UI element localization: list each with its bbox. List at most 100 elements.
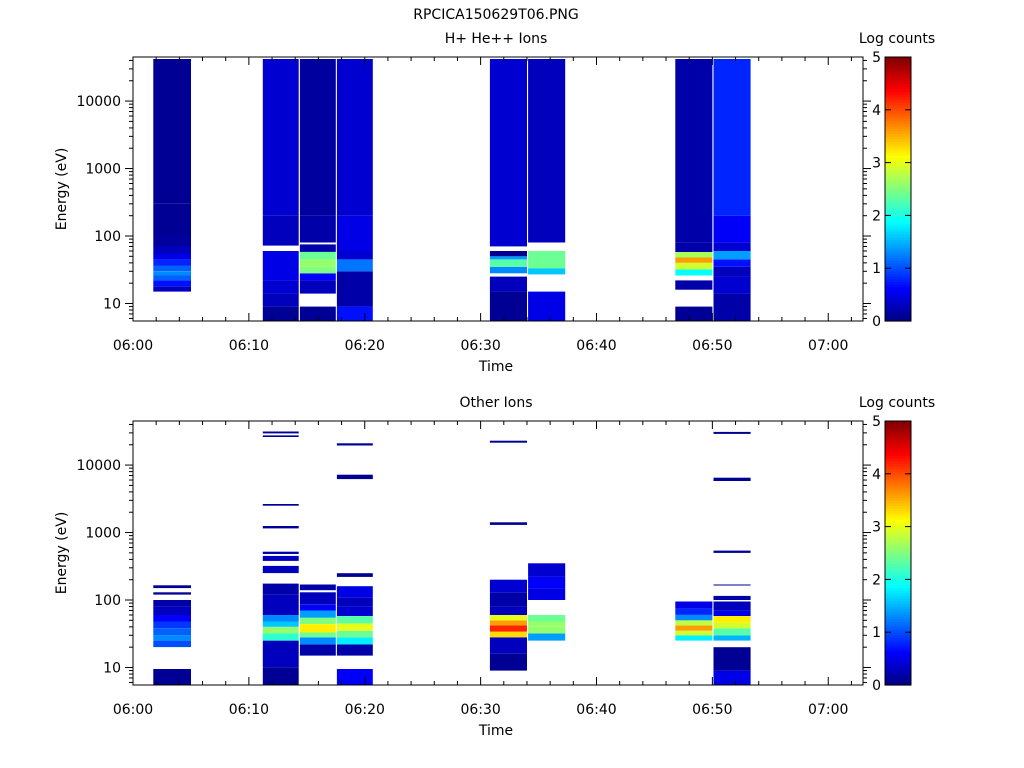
colorbar-segment bbox=[885, 307, 911, 312]
colorbar-segment bbox=[885, 72, 911, 77]
heatmap-cell bbox=[489, 259, 527, 267]
heatmap-column bbox=[528, 563, 566, 641]
colorbar-tick-label: 2 bbox=[872, 208, 881, 224]
colorbar-segment bbox=[885, 189, 911, 193]
heatmap-cell bbox=[299, 617, 336, 624]
heatmap-cell bbox=[336, 630, 373, 638]
x-tick-label: 07:00 bbox=[808, 338, 848, 354]
heatmap-cell bbox=[528, 588, 566, 600]
heatmap-cell bbox=[299, 306, 336, 321]
colorbar-segment bbox=[885, 67, 911, 71]
colorbar-segment bbox=[885, 431, 911, 435]
panel-top-axes: 06:00 06:10 06:20 06:30 06:40 06:50 07:00 10 100… bbox=[76, 56, 871, 354]
x-tick-label: 06:50 bbox=[692, 338, 732, 354]
heatmap-cell bbox=[528, 291, 566, 321]
colorbar-segment bbox=[885, 558, 911, 562]
heatmap-column bbox=[336, 443, 373, 685]
colorbar-segment bbox=[885, 313, 911, 317]
heatmap-column bbox=[153, 585, 191, 685]
heatmap-cell bbox=[262, 667, 299, 685]
heatmap-cell bbox=[262, 621, 299, 627]
colorbar-segment bbox=[885, 534, 911, 538]
heatmap-cell bbox=[713, 647, 751, 671]
colorbar-segment bbox=[885, 257, 911, 261]
heatmap-cell bbox=[262, 280, 299, 294]
heatmap-cell bbox=[675, 280, 713, 290]
heatmap-cell bbox=[336, 644, 373, 656]
heatmap-cell bbox=[153, 246, 191, 254]
colorbar-segment bbox=[885, 183, 911, 187]
heatmap-cell bbox=[299, 215, 336, 243]
heatmap-cell bbox=[262, 583, 299, 595]
heatmap-cell bbox=[713, 635, 751, 641]
colorbar-segment bbox=[885, 508, 911, 512]
colorbar-segment bbox=[885, 225, 911, 230]
colorbar-segment bbox=[885, 518, 911, 522]
colorbar-segment bbox=[885, 492, 911, 496]
heatmap-cell bbox=[336, 443, 373, 446]
colorbar-segment bbox=[885, 619, 911, 623]
colorbar-segment bbox=[885, 57, 911, 61]
heatmap-cell bbox=[262, 435, 299, 437]
heatmap-cell bbox=[713, 293, 751, 321]
colorbar-segment bbox=[885, 244, 911, 248]
heatmap-cell bbox=[153, 640, 191, 648]
colorbar-segment bbox=[885, 133, 911, 137]
heatmap-cell bbox=[153, 600, 191, 607]
colorbar-segment bbox=[885, 669, 911, 673]
heatmap-cell bbox=[713, 242, 751, 251]
heatmap-cell bbox=[299, 266, 336, 274]
heatmap-cell bbox=[528, 621, 566, 627]
colorbar-segment bbox=[885, 215, 911, 219]
heatmap-cell bbox=[336, 606, 373, 616]
heatmap-cell bbox=[299, 592, 336, 605]
colorbar-segment bbox=[885, 436, 911, 441]
colorbar-segment bbox=[885, 545, 911, 549]
colorbar-segment bbox=[885, 682, 911, 686]
heatmap-cell bbox=[262, 59, 299, 216]
colorbar-segment bbox=[885, 494, 911, 499]
heatmap-cell bbox=[153, 286, 191, 292]
colorbar-segment bbox=[885, 162, 911, 166]
colorbar-segment bbox=[885, 273, 911, 277]
heatmap-cell bbox=[262, 306, 299, 321]
heatmap-cell bbox=[675, 608, 713, 615]
heatmap-cell bbox=[336, 271, 373, 307]
colorbar-segment bbox=[885, 571, 911, 575]
colorbar-segment bbox=[885, 136, 911, 140]
panel-bottom-x-axis-label: Time bbox=[478, 723, 513, 739]
heatmap-cell bbox=[489, 631, 527, 638]
colorbar-tick-label: 1 bbox=[872, 625, 881, 641]
heatmap-cell bbox=[675, 252, 713, 258]
figure-title: RPCICA150629T06.PNG bbox=[413, 7, 578, 23]
colorbar-segment bbox=[885, 276, 911, 280]
heatmap-cell bbox=[713, 251, 751, 260]
heatmap-cell bbox=[262, 215, 299, 246]
heatmap-cell bbox=[713, 610, 751, 616]
heatmap-cell bbox=[336, 637, 373, 645]
colorbar-segment bbox=[885, 157, 911, 161]
y-tick-label: 100 bbox=[94, 229, 121, 245]
colorbar-segment bbox=[885, 587, 911, 591]
colorbar-segment bbox=[885, 241, 911, 246]
colorbar-tick-label: 3 bbox=[872, 156, 881, 172]
x-tick-label: 06:50 bbox=[692, 702, 732, 718]
heatmap-cell bbox=[153, 606, 191, 615]
colorbar-segment bbox=[885, 144, 911, 148]
colorbar-segment bbox=[885, 463, 911, 467]
colorbar-segment bbox=[885, 648, 911, 652]
colorbar-segment bbox=[885, 500, 911, 504]
colorbar-segment bbox=[885, 212, 911, 216]
colorbar-segment bbox=[885, 181, 911, 185]
heatmap-cell bbox=[299, 252, 336, 260]
heatmap-cell bbox=[675, 269, 713, 276]
colorbar-segment bbox=[885, 123, 911, 127]
heatmap-cell bbox=[713, 431, 751, 434]
heatmap-cell bbox=[713, 584, 751, 586]
heatmap-cell bbox=[336, 59, 373, 216]
heatmap-column bbox=[336, 59, 373, 321]
colorbar-segment bbox=[885, 149, 911, 153]
colorbar-segment bbox=[885, 457, 911, 462]
colorbar-segment bbox=[885, 99, 911, 103]
y-tick-label: 10000 bbox=[76, 458, 121, 474]
